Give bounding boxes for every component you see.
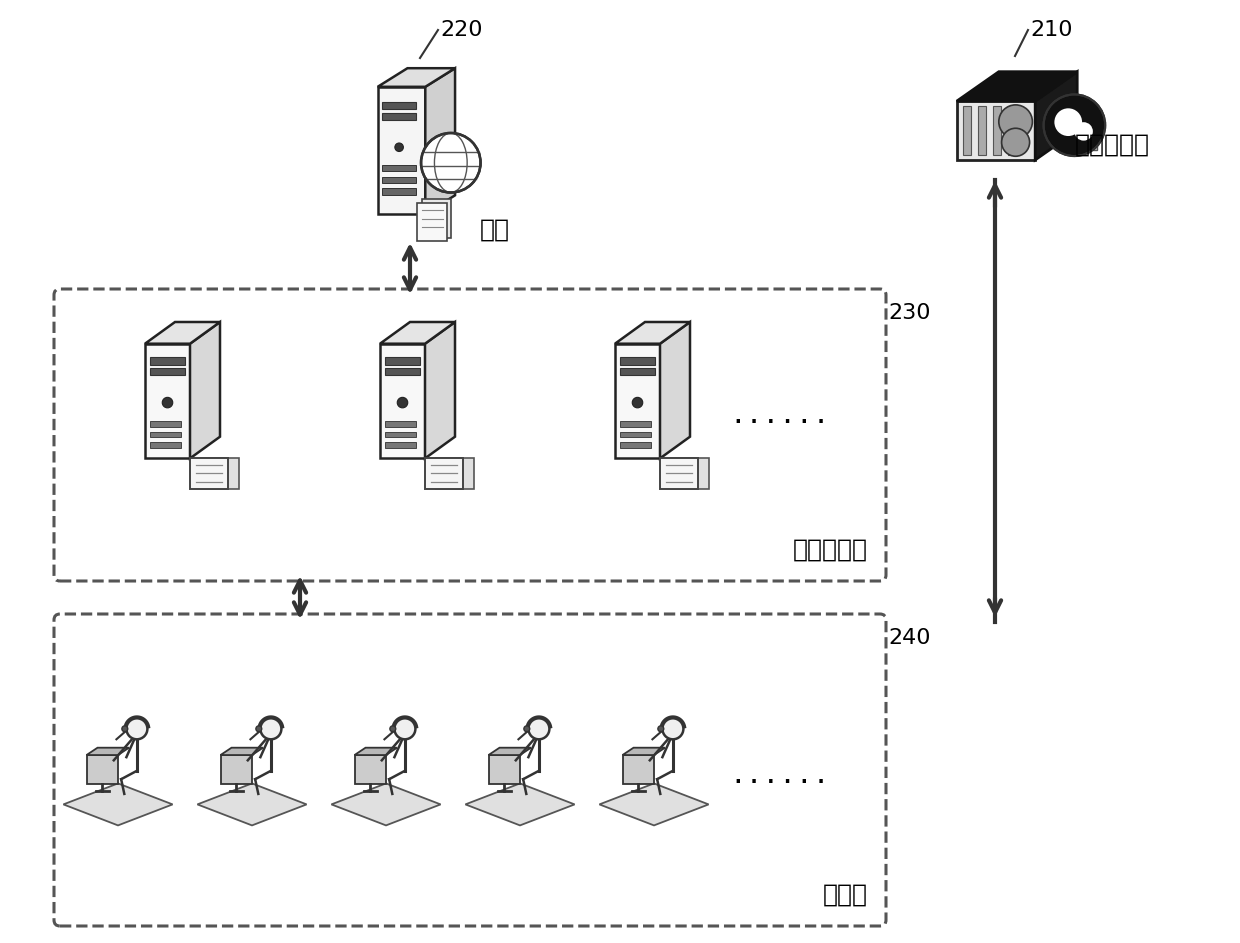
Circle shape — [394, 719, 415, 739]
Polygon shape — [1080, 110, 1097, 119]
Bar — [150, 442, 181, 448]
Circle shape — [162, 397, 172, 408]
Polygon shape — [145, 343, 190, 458]
Polygon shape — [378, 87, 425, 214]
Text: 客户端: 客户端 — [823, 883, 868, 907]
Circle shape — [1074, 123, 1092, 141]
Polygon shape — [615, 322, 689, 343]
Polygon shape — [599, 784, 708, 825]
Polygon shape — [660, 458, 698, 489]
Circle shape — [397, 397, 408, 408]
Polygon shape — [331, 784, 440, 825]
Polygon shape — [425, 322, 455, 458]
Bar — [150, 432, 181, 438]
Polygon shape — [671, 458, 709, 489]
Text: ......: ...... — [730, 761, 831, 789]
Bar — [382, 113, 415, 120]
Text: 负载均衡器: 负载均衡器 — [1075, 133, 1149, 157]
Bar — [620, 432, 651, 438]
Text: 240: 240 — [888, 628, 930, 648]
Polygon shape — [378, 68, 455, 87]
Bar — [620, 442, 651, 448]
Bar — [384, 421, 417, 426]
Circle shape — [1054, 108, 1083, 136]
Bar — [620, 356, 655, 365]
Bar — [963, 106, 971, 156]
Polygon shape — [436, 458, 474, 489]
Polygon shape — [190, 458, 227, 489]
Polygon shape — [145, 322, 219, 343]
Bar — [620, 368, 655, 375]
Text: 230: 230 — [888, 303, 930, 323]
Polygon shape — [425, 68, 455, 214]
Circle shape — [255, 726, 262, 732]
Polygon shape — [660, 322, 689, 458]
Polygon shape — [355, 755, 386, 785]
Bar — [150, 368, 185, 375]
Circle shape — [523, 726, 529, 732]
Bar — [384, 356, 419, 365]
Bar — [1008, 106, 1016, 156]
Polygon shape — [622, 755, 653, 785]
Polygon shape — [1080, 126, 1097, 135]
Circle shape — [1044, 94, 1105, 156]
Circle shape — [422, 133, 481, 192]
Bar — [150, 356, 185, 365]
Polygon shape — [1080, 142, 1097, 151]
Polygon shape — [615, 343, 660, 458]
Polygon shape — [465, 784, 574, 825]
Polygon shape — [190, 322, 219, 458]
Bar — [150, 421, 181, 426]
Polygon shape — [379, 322, 455, 343]
Circle shape — [394, 143, 403, 152]
Bar — [978, 106, 986, 156]
Circle shape — [126, 719, 148, 739]
Polygon shape — [201, 458, 239, 489]
Bar — [382, 176, 415, 183]
Polygon shape — [87, 755, 118, 785]
Circle shape — [632, 397, 642, 408]
Polygon shape — [422, 199, 451, 238]
Polygon shape — [355, 748, 397, 755]
Text: 源站: 源站 — [480, 218, 510, 242]
Bar — [382, 165, 415, 172]
Polygon shape — [489, 755, 520, 785]
Circle shape — [662, 719, 683, 739]
Polygon shape — [957, 101, 1035, 160]
Polygon shape — [425, 458, 463, 489]
Polygon shape — [417, 203, 446, 241]
Polygon shape — [379, 343, 425, 458]
Bar — [993, 106, 1001, 156]
Bar — [384, 432, 417, 438]
Polygon shape — [221, 755, 252, 785]
Text: 220: 220 — [440, 20, 482, 40]
Polygon shape — [622, 748, 665, 755]
Text: ......: ...... — [730, 401, 831, 429]
Circle shape — [998, 105, 1033, 139]
Circle shape — [260, 719, 281, 739]
Bar — [384, 368, 419, 375]
Polygon shape — [197, 784, 306, 825]
Circle shape — [658, 726, 663, 732]
Bar — [620, 421, 651, 426]
Text: 缓存服务器: 缓存服务器 — [794, 538, 868, 562]
Polygon shape — [489, 748, 531, 755]
Bar — [382, 189, 415, 194]
Polygon shape — [957, 72, 1078, 101]
Circle shape — [528, 719, 549, 739]
Bar — [382, 102, 415, 108]
Bar — [384, 442, 417, 448]
Polygon shape — [221, 748, 263, 755]
Circle shape — [1002, 128, 1029, 157]
Polygon shape — [1035, 72, 1078, 160]
Circle shape — [389, 726, 396, 732]
Polygon shape — [63, 784, 172, 825]
Text: 210: 210 — [1030, 20, 1073, 40]
Polygon shape — [87, 748, 129, 755]
Circle shape — [122, 726, 128, 732]
